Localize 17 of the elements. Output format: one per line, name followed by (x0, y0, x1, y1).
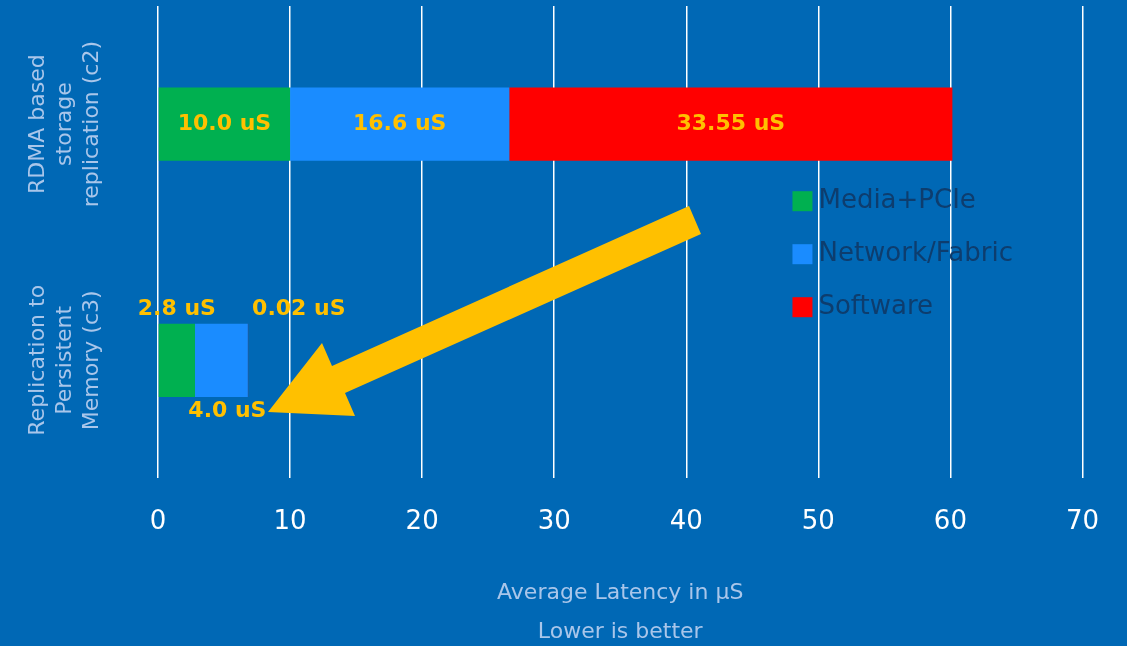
x-tick-label: 20 (405, 504, 439, 535)
x-tick-label: 70 (1065, 504, 1099, 535)
x-tick-label: 50 (801, 504, 835, 535)
y-tick-label: Replication to Persistent Memory (c3) (23, 284, 103, 436)
legend-label: Software (818, 289, 934, 320)
data-label: 16.6 uS (352, 109, 447, 135)
data-label: 10.0 uS (177, 109, 272, 135)
x-tick-label: 60 (933, 504, 967, 535)
text: Lower is better (537, 617, 704, 643)
x-tick-label: 0 (149, 504, 167, 535)
x-tick-label: 10 (273, 504, 307, 535)
y-tick-label: RDMA based storage replication (c2) (23, 40, 103, 208)
x-axis-title: Average Latency in μS (497, 578, 744, 604)
data-label: 4.0 uS (188, 396, 267, 422)
x-tick-label: 40 (669, 504, 703, 535)
data-label: 33.55 uS (676, 109, 786, 135)
x-tick-label: 30 (537, 504, 571, 535)
